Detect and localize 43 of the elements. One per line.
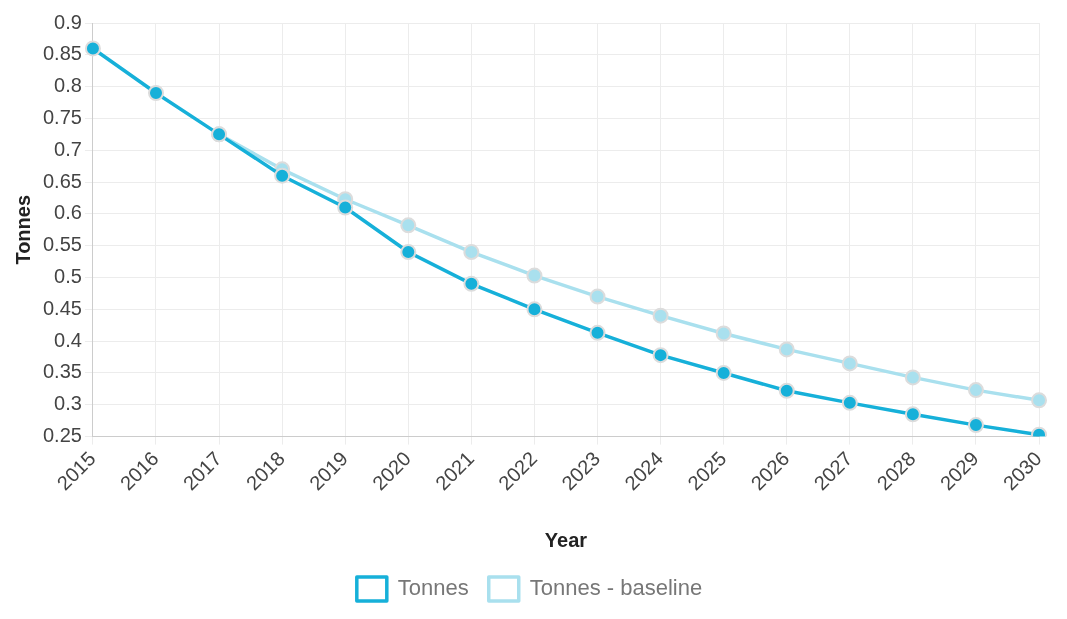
y-tick-label: 0.65 — [42, 169, 82, 192]
point — [967, 417, 984, 434]
y-tick-label: 0.4 — [54, 328, 82, 351]
point — [589, 324, 606, 341]
y-tick-label: 0.7 — [54, 137, 82, 160]
point — [715, 325, 732, 342]
y-tick-label: 0.35 — [42, 360, 82, 383]
point — [526, 301, 543, 318]
point — [715, 364, 732, 381]
point — [652, 347, 669, 364]
y-axis-title: Tonnes — [11, 194, 34, 265]
point — [841, 355, 858, 372]
point — [904, 406, 921, 423]
legend-label: Tonnes - baseline — [529, 575, 703, 601]
y-tick-label: 0.8 — [54, 74, 82, 97]
point — [778, 341, 795, 358]
point — [400, 244, 417, 261]
y-tick-label: 0.6 — [54, 201, 82, 224]
point — [337, 199, 354, 216]
point — [652, 307, 669, 324]
y-tick-label: 0.9 — [54, 10, 82, 33]
point — [589, 288, 606, 305]
point — [841, 394, 858, 411]
y-tick-label: 0.25 — [42, 424, 82, 447]
y-tick-label: 0.5 — [54, 265, 82, 288]
y-tick-label: 0.55 — [42, 233, 82, 256]
y-tick-label: 0.45 — [42, 296, 82, 319]
x-axis-title: Year — [544, 528, 588, 551]
y-tick-label: 0.75 — [42, 105, 82, 128]
point — [778, 382, 795, 399]
point — [967, 382, 984, 399]
point — [84, 40, 101, 57]
point — [1031, 392, 1048, 409]
point — [400, 217, 417, 234]
point — [463, 244, 480, 261]
point — [463, 275, 480, 292]
point — [526, 267, 543, 284]
point — [904, 369, 921, 386]
y-tick-label: 0.3 — [54, 392, 82, 415]
y-tick-label: 0.85 — [42, 42, 82, 65]
point — [274, 167, 291, 184]
point — [148, 84, 164, 101]
legend-label: Tonnes — [397, 575, 469, 601]
